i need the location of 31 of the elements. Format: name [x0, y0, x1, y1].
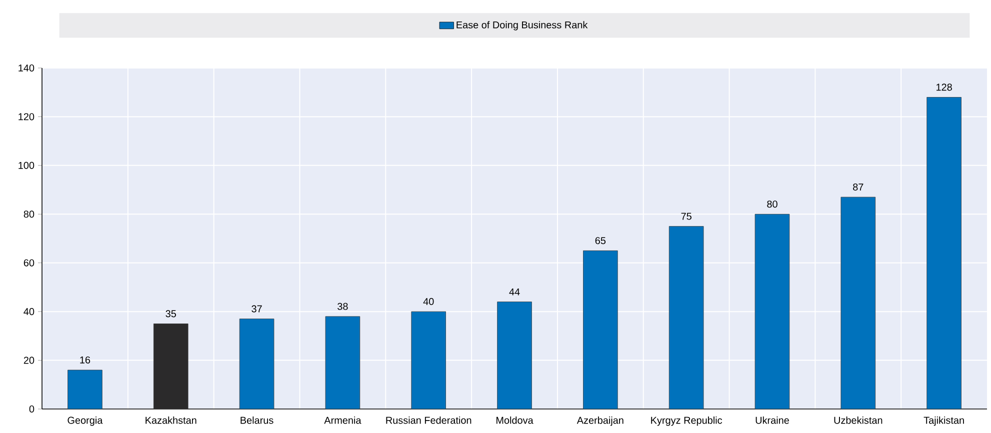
data-label: 37 — [252, 305, 262, 312]
legend-label: Ease of Doing Business Rank — [456, 21, 588, 30]
y-tick-label: 120 — [18, 113, 34, 120]
y-tick-label: 40 — [24, 308, 34, 316]
y-tick-label: 140 — [18, 64, 34, 72]
x-tick-label: Tajikistan — [924, 416, 964, 426]
data-label: 35 — [166, 310, 176, 318]
data-label: 40 — [423, 298, 434, 306]
x-tick-label: Armenia — [324, 416, 362, 424]
data-label: 75 — [681, 212, 692, 220]
x-tick-label: Russian Federation — [386, 416, 472, 424]
x-tick-label: Uzbekistan — [834, 416, 882, 424]
data-label: 16 — [80, 356, 90, 364]
x-tick-label: Kyrgyz Republic — [651, 416, 722, 426]
x-tick-label: Belarus — [240, 416, 274, 424]
x-tick-label: Ukraine — [756, 416, 789, 424]
data-label: 44 — [509, 288, 520, 296]
y-tick-label: 80 — [24, 210, 34, 218]
data-label: 80 — [767, 200, 778, 208]
x-tick-label: Georgia — [68, 416, 103, 426]
y-tick-label: 20 — [24, 356, 34, 364]
x-tick-label: Moldova — [496, 416, 534, 424]
y-tick-label: 60 — [24, 259, 34, 266]
data-label: 128 — [936, 84, 952, 91]
x-tick-label: Azerbaijan — [576, 416, 624, 426]
data-label: 65 — [595, 237, 606, 244]
y-tick-label: 0 — [29, 405, 34, 413]
data-label: 87 — [853, 184, 864, 191]
y-tick-label: 100 — [18, 162, 34, 169]
x-tick-label: Kazakhstan — [146, 416, 196, 424]
data-label: 38 — [338, 302, 348, 310]
